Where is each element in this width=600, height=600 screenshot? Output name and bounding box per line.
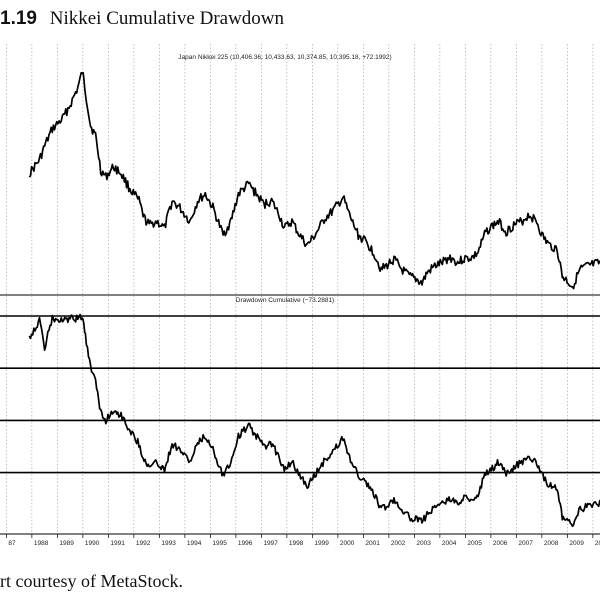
x-tick-label: 2001 <box>365 540 380 547</box>
x-tick-label: 2003 <box>416 540 431 547</box>
figure-title-text: Nikkei Cumulative Drawdown <box>49 8 285 29</box>
x-tick-label: 2008 <box>544 540 559 547</box>
x-tick-label: 1998 <box>289 540 304 547</box>
x-tick-label: 1999 <box>314 540 329 547</box>
x-tick-label: 2007 <box>518 540 533 547</box>
figure-number: 1.19 <box>0 8 37 29</box>
figure-caption: rt courtesy of MetaStock. <box>0 571 183 591</box>
x-tick-label: 87 <box>8 540 16 547</box>
x-tick-label: 1988 <box>34 540 49 547</box>
x-tick-label: 1993 <box>161 540 176 547</box>
drawdown-level-lines <box>0 315 600 474</box>
nikkei-chart: Japan Nikkei 225 (10,406.36, 10,433.63, … <box>0 44 600 547</box>
x-tick-label: 2009 <box>569 540 584 547</box>
x-tick-label: 2005 <box>467 540 482 547</box>
x-tick-label: 1992 <box>136 540 151 547</box>
x-tick-label: 2002 <box>391 540 406 547</box>
x-tick-label: 1996 <box>238 540 253 547</box>
drawdown-panel: Drawdown Cumulative (−73.2881) <box>0 297 600 528</box>
x-tick-label: 2000 <box>340 540 355 547</box>
figure-title: 1.19 Nikkei Cumulative Drawdown <box>0 6 284 32</box>
price-panel-title: Japan Nikkei 225 (10,406.36, 10,433.63, … <box>178 54 391 61</box>
vertical-grid <box>6 44 594 534</box>
x-tick-label: 1989 <box>59 540 74 547</box>
x-tick-label: 1994 <box>187 540 202 547</box>
drawdown-panel-title: Drawdown Cumulative (−73.2881) <box>236 297 334 304</box>
price-panel: Japan Nikkei 225 (10,406.36, 10,433.63, … <box>28 54 600 290</box>
drawdown-series-line <box>28 313 600 528</box>
x-tick-label: 1997 <box>263 540 278 547</box>
x-tick-label: 1991 <box>110 540 125 547</box>
chart-container: Japan Nikkei 225 (10,406.36, 10,433.63, … <box>0 40 600 550</box>
x-tick-label: 1990 <box>85 540 100 547</box>
x-tick-label: 2004 <box>442 540 457 547</box>
x-axis-ticks: 87 1988 1989 1990 1991 1992 1993 1994 1995 1996 19… <box>6 534 600 547</box>
price-series-line <box>28 71 600 290</box>
x-tick-label: 1995 <box>212 540 227 547</box>
x-tick-label: 2010 <box>595 540 600 547</box>
x-tick-label: 2006 <box>493 540 508 547</box>
